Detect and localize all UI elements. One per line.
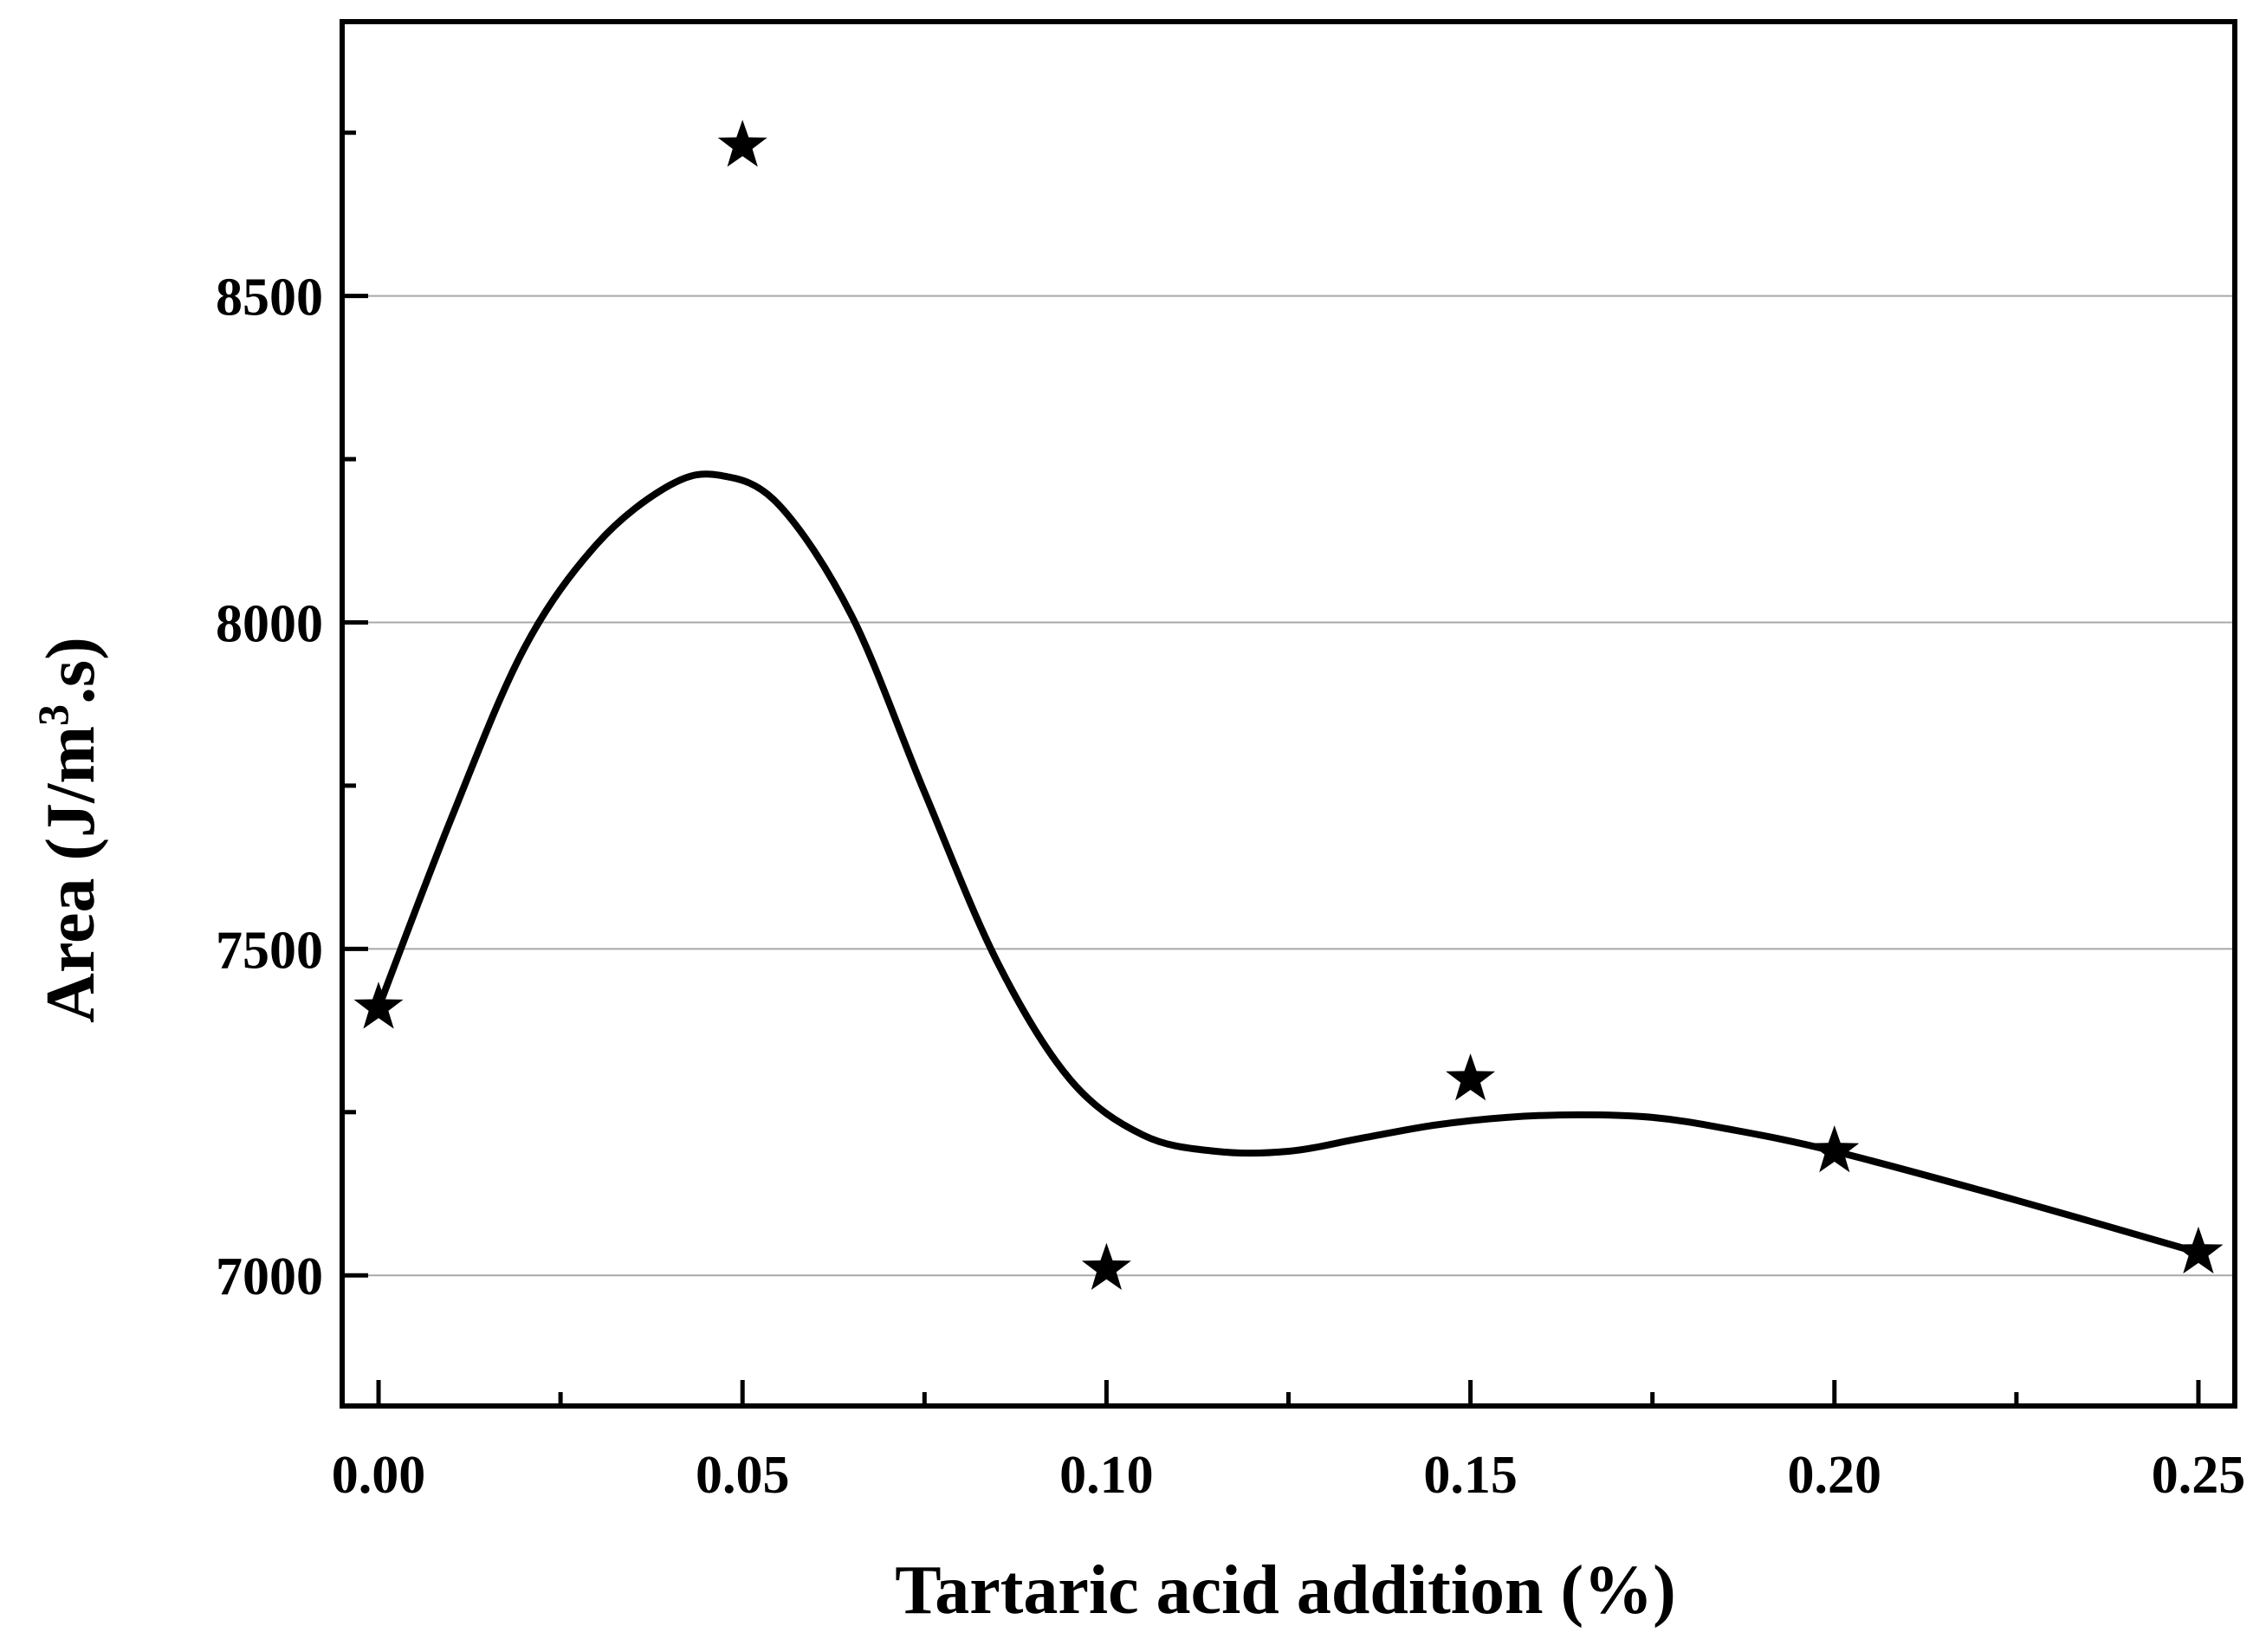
- x-tick-label: 0.25: [2152, 1446, 2246, 1505]
- y-tick-label: 8500: [216, 269, 323, 327]
- x-tick-label: 0.10: [1059, 1446, 1154, 1505]
- y-tick-label: 7000: [216, 1247, 323, 1306]
- y-tick-label: 8000: [216, 594, 323, 653]
- x-axis-title: Tartaric acid addition (%): [895, 1552, 1675, 1629]
- data-markers: [353, 120, 2224, 1290]
- data-point-star: [1081, 1242, 1131, 1290]
- fit-curve-layer: [375, 470, 2200, 1256]
- fit-line: [375, 470, 2200, 1256]
- x-tick-label: 0.00: [332, 1446, 426, 1505]
- data-point-star: [2173, 1226, 2224, 1274]
- plot-frame: [340, 19, 2237, 1409]
- x-tick-label: 0.15: [1423, 1446, 1518, 1505]
- grid-lines: [342, 295, 2235, 1277]
- axes: [340, 19, 2237, 1409]
- x-tick-label: 0.20: [1788, 1446, 1882, 1505]
- tick-labels: 0.00 0.05 0.10 0.15 0.20 0.25 7000 7500 8000 8500: [216, 269, 2245, 1505]
- y-axis-title-tail: .s): [33, 637, 109, 704]
- data-point-star: [1446, 1053, 1496, 1101]
- y-axis-title-sup: 3: [29, 704, 77, 726]
- y-axis-title: Area (J/m3.s): [29, 637, 109, 1023]
- data-point-star: [717, 120, 767, 167]
- x-tick-label: 0.05: [696, 1446, 790, 1505]
- data-point-star: [353, 981, 404, 1029]
- y-tick-label: 7500: [216, 921, 323, 980]
- data-point-star: [1810, 1125, 1860, 1173]
- y-axis-title-main: Area (J/m: [33, 726, 109, 1023]
